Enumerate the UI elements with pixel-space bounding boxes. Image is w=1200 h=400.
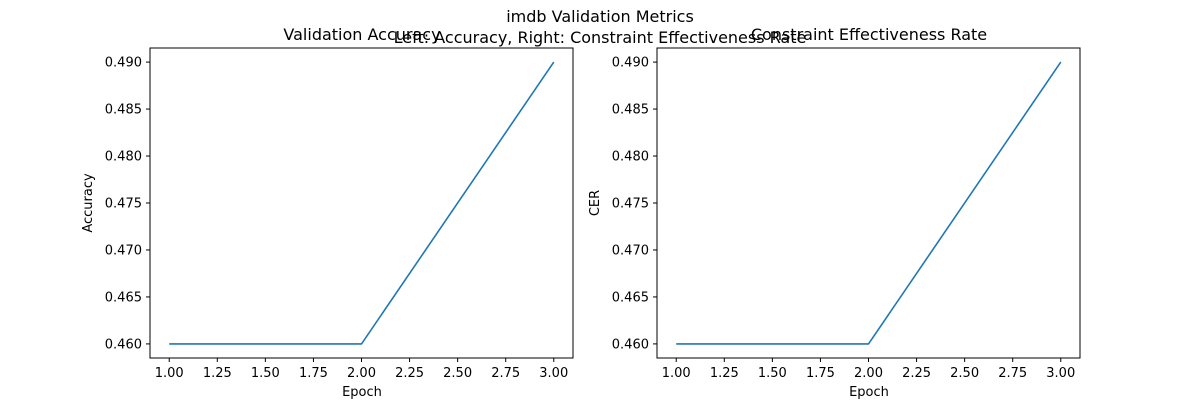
cer-x-tick-label: 1.50 bbox=[758, 366, 787, 381]
cer-series-line bbox=[676, 61, 1062, 345]
cer-x-tick-label: 2.25 bbox=[902, 366, 931, 381]
figure-title-line1: imdb Validation Metrics bbox=[506, 7, 694, 26]
accuracy-y-axis-label: Accuracy bbox=[81, 173, 96, 233]
accuracy-x-tick-label: 2.25 bbox=[395, 366, 424, 381]
figure-title-line2: Left: Accuracy, Right: Constraint Effect… bbox=[394, 28, 807, 47]
accuracy-y-tick-label: 0.475 bbox=[105, 197, 142, 212]
accuracy-y-tick-label: 0.480 bbox=[105, 150, 142, 165]
cer-panel-title: Constraint Effectiveness Rate bbox=[751, 25, 987, 44]
accuracy-x-axis-label: Epoch bbox=[342, 385, 382, 400]
cer-x-axis-label: Epoch bbox=[849, 385, 889, 400]
accuracy-x-tick-label: 2.50 bbox=[443, 366, 472, 381]
accuracy-y-tick-label: 0.490 bbox=[105, 56, 142, 71]
cer-x-tick-label: 1.25 bbox=[710, 366, 739, 381]
cer-y-tick-label: 0.480 bbox=[612, 150, 649, 165]
cer-x-tick-label: 2.00 bbox=[854, 366, 883, 381]
accuracy-y-tick-label: 0.460 bbox=[105, 337, 142, 352]
cer-x-tick-label: 3.00 bbox=[1046, 366, 1075, 381]
cer-y-tick-label: 0.485 bbox=[612, 103, 649, 118]
accuracy-y-tick-label: 0.470 bbox=[105, 243, 142, 258]
cer-panel: Constraint Effectiveness Rate Epoch CER … bbox=[588, 25, 1081, 400]
cer-x-tick-label: 2.75 bbox=[998, 366, 1027, 381]
cer-y-tick-label: 0.460 bbox=[612, 337, 649, 352]
accuracy-y-tick-label: 0.485 bbox=[105, 103, 142, 118]
cer-y-tick-label: 0.465 bbox=[612, 290, 649, 305]
accuracy-y-tick-label: 0.465 bbox=[105, 290, 142, 305]
accuracy-x-tick-label: 1.75 bbox=[299, 366, 328, 381]
cer-x-tick-label: 1.00 bbox=[662, 366, 691, 381]
accuracy-panel: Validation Accuracy Epoch Accuracy 1.00 1… bbox=[81, 25, 574, 400]
cer-y-axis-label: CER bbox=[588, 190, 603, 216]
accuracy-x-tick-label: 2.00 bbox=[347, 366, 376, 381]
cer-y-tick-label: 0.475 bbox=[612, 197, 649, 212]
accuracy-x-tick-label: 3.00 bbox=[539, 366, 568, 381]
cer-x-tick-label: 1.75 bbox=[806, 366, 835, 381]
accuracy-x-tick-label: 1.00 bbox=[155, 366, 184, 381]
accuracy-series-line bbox=[169, 61, 555, 345]
cer-y-tick-label: 0.490 bbox=[612, 56, 649, 71]
accuracy-panel-title: Validation Accuracy bbox=[283, 25, 440, 44]
accuracy-x-tick-label: 1.50 bbox=[251, 366, 280, 381]
accuracy-x-tick-label: 2.75 bbox=[491, 366, 520, 381]
cer-x-tick-label: 2.50 bbox=[950, 366, 979, 381]
accuracy-x-tick-label: 1.25 bbox=[203, 366, 232, 381]
cer-y-tick-label: 0.470 bbox=[612, 243, 649, 258]
